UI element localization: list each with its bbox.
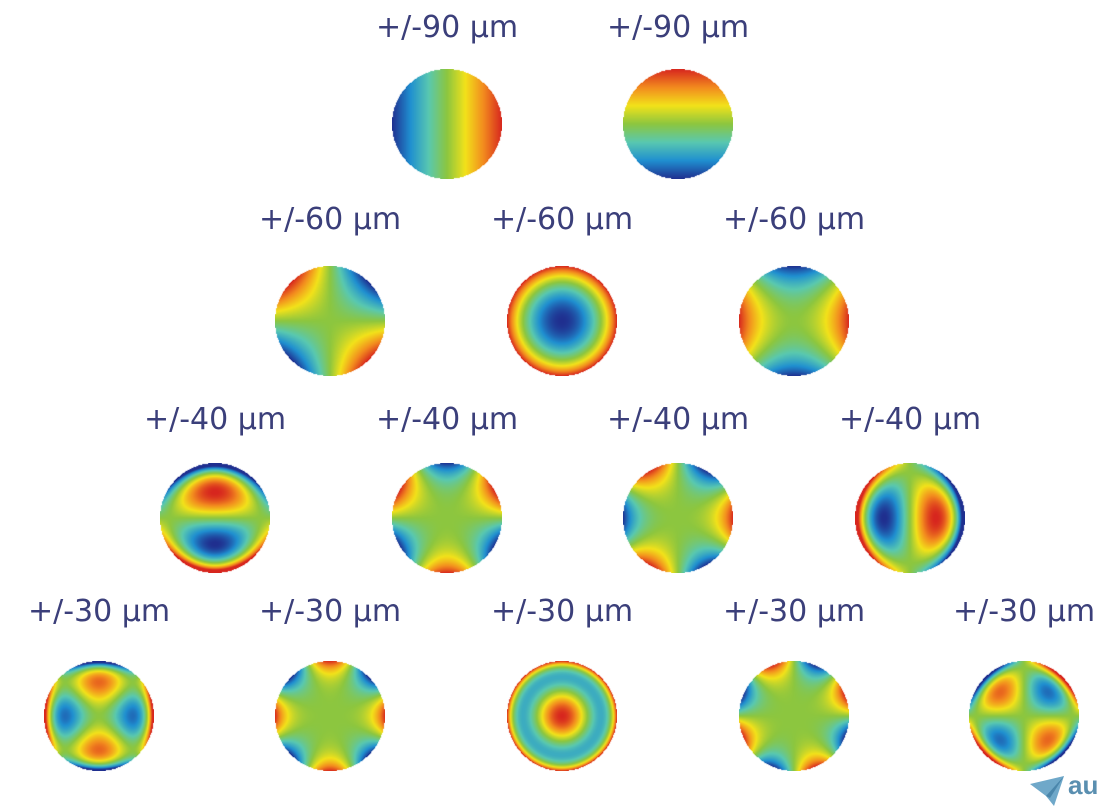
mode-label: +/-30 µm	[952, 594, 1096, 629]
zernike-trefoil-b-disc	[623, 463, 733, 573]
zernike-tilt-y-disc	[623, 69, 733, 179]
zernike-secondary-astig-a-disc	[44, 661, 154, 771]
watermark-logo: au	[1024, 770, 1102, 811]
mode-label: +/-40 µm	[143, 402, 287, 437]
mode-label: +/-30 µm	[490, 594, 634, 629]
mode-label: +/-40 µm	[375, 402, 519, 437]
paper-plane-icon	[1030, 776, 1064, 806]
mode-label: +/-90 µm	[375, 10, 519, 45]
zernike-defocus-disc	[507, 266, 617, 376]
zernike-coma-vertical-disc	[160, 463, 270, 573]
zernike-coma-horizontal-disc	[855, 463, 965, 573]
zernike-astig-oblique-disc	[275, 266, 385, 376]
zernike-tetrafoil-b-disc	[739, 661, 849, 771]
zernike-trefoil-a-disc	[392, 463, 502, 573]
mode-label: +/-90 µm	[606, 10, 750, 45]
mode-label: +/-30 µm	[722, 594, 866, 629]
zernike-secondary-astig-b-disc	[969, 661, 1079, 771]
zernike-tetrafoil-a-disc	[275, 661, 385, 771]
zernike-astig-vertical-disc	[739, 266, 849, 376]
zernike-spherical-disc	[507, 661, 617, 771]
mode-label: +/-30 µm	[27, 594, 171, 629]
mode-label: +/-40 µm	[606, 402, 750, 437]
zernike-tilt-x-disc	[392, 69, 502, 179]
svg-text:au: au	[1068, 770, 1098, 800]
mode-label: +/-60 µm	[258, 202, 402, 237]
mode-label: +/-40 µm	[838, 402, 982, 437]
mode-label: +/-60 µm	[722, 202, 866, 237]
mode-label: +/-60 µm	[490, 202, 634, 237]
mode-label: +/-30 µm	[258, 594, 402, 629]
